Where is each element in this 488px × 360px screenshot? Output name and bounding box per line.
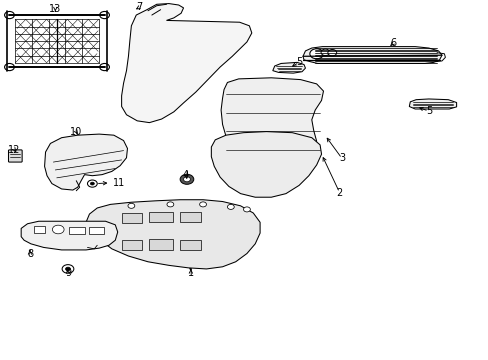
- Text: 6: 6: [389, 38, 395, 48]
- Polygon shape: [122, 213, 142, 223]
- Circle shape: [199, 202, 206, 207]
- Text: 5: 5: [425, 106, 431, 116]
- Polygon shape: [180, 212, 200, 222]
- Polygon shape: [44, 134, 127, 190]
- Circle shape: [62, 265, 74, 273]
- Text: 12: 12: [8, 144, 20, 154]
- Circle shape: [243, 207, 250, 212]
- Circle shape: [321, 49, 329, 55]
- Polygon shape: [303, 46, 441, 63]
- Circle shape: [128, 203, 135, 208]
- Polygon shape: [211, 132, 321, 197]
- Text: 9: 9: [65, 267, 71, 278]
- Text: 3: 3: [338, 153, 345, 163]
- Text: 10: 10: [70, 127, 82, 136]
- Text: 4: 4: [183, 170, 189, 180]
- Polygon shape: [221, 78, 323, 164]
- Polygon shape: [122, 240, 142, 250]
- FancyBboxPatch shape: [8, 150, 22, 162]
- Circle shape: [309, 49, 323, 59]
- Polygon shape: [180, 240, 200, 250]
- Polygon shape: [21, 221, 118, 250]
- Circle shape: [227, 204, 234, 210]
- Text: 11: 11: [113, 178, 125, 188]
- Polygon shape: [89, 228, 104, 234]
- Circle shape: [180, 174, 193, 184]
- Polygon shape: [34, 226, 44, 233]
- Text: 5: 5: [295, 57, 302, 67]
- Circle shape: [4, 63, 14, 71]
- Circle shape: [100, 12, 109, 19]
- Polygon shape: [272, 62, 305, 73]
- Text: 2: 2: [336, 188, 342, 198]
- Circle shape: [90, 182, 94, 185]
- Text: 13: 13: [49, 4, 61, 14]
- Circle shape: [65, 267, 70, 271]
- Polygon shape: [69, 227, 84, 234]
- Circle shape: [100, 63, 109, 71]
- Polygon shape: [149, 239, 172, 250]
- Circle shape: [327, 49, 336, 56]
- Circle shape: [183, 177, 190, 182]
- Circle shape: [166, 202, 173, 207]
- Polygon shape: [86, 200, 260, 269]
- Text: 8: 8: [27, 248, 33, 258]
- Polygon shape: [149, 212, 172, 222]
- Circle shape: [4, 12, 14, 19]
- Text: 1: 1: [187, 267, 194, 278]
- Polygon shape: [408, 99, 456, 109]
- Polygon shape: [122, 4, 251, 123]
- Circle shape: [87, 180, 97, 187]
- Text: 7: 7: [136, 2, 142, 12]
- Circle shape: [52, 225, 64, 234]
